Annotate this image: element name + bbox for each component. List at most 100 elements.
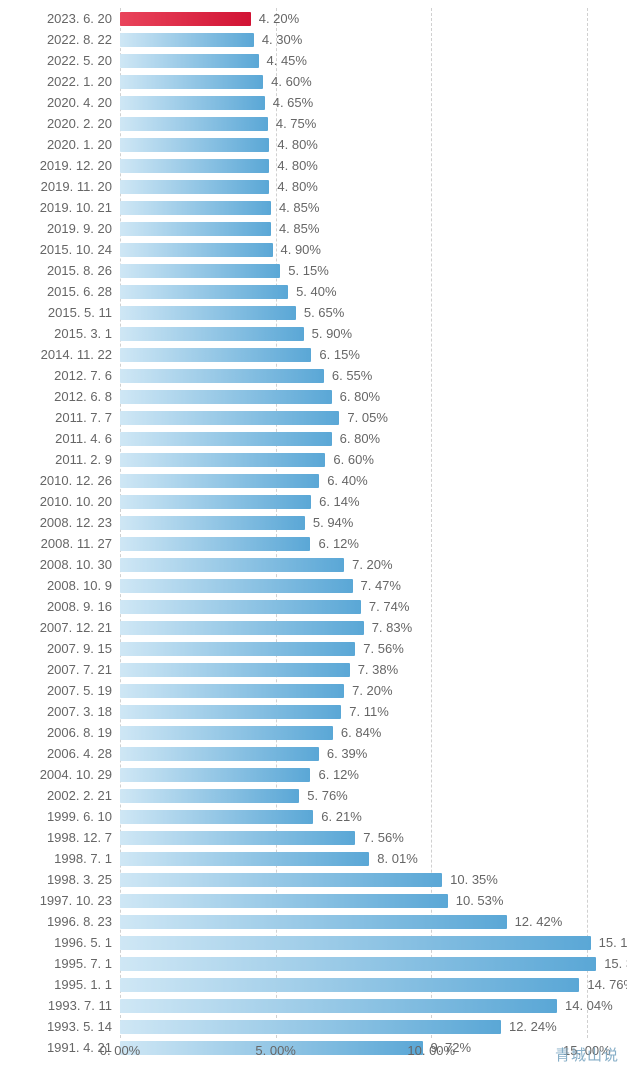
bar-row: 2022. 1. 204. 60% — [120, 71, 618, 92]
value-label: 4. 90% — [281, 239, 321, 260]
bar — [120, 432, 332, 446]
bar-row: 1993. 7. 1114. 04% — [120, 995, 618, 1016]
bar — [120, 999, 557, 1013]
y-axis-label: 2019. 11. 20 — [0, 176, 112, 197]
bar — [120, 54, 259, 68]
bar — [120, 180, 269, 194]
y-axis-label: 1995. 1. 1 — [0, 974, 112, 995]
bar — [120, 978, 579, 992]
bar — [120, 495, 311, 509]
bar-row: 2014. 11. 226. 15% — [120, 344, 618, 365]
bar — [120, 852, 369, 866]
bar-row: 2020. 1. 204. 80% — [120, 134, 618, 155]
value-label: 6. 21% — [321, 806, 361, 827]
bar — [120, 516, 305, 530]
bar — [120, 684, 344, 698]
x-axis: 0. 00%5. 00%10. 00%15. 00% — [120, 1043, 618, 1065]
bar-row: 2015. 5. 115. 65% — [120, 302, 618, 323]
bar — [120, 474, 319, 488]
bar-row: 2015. 10. 244. 90% — [120, 239, 618, 260]
bar — [120, 138, 269, 152]
value-label: 6. 14% — [319, 491, 359, 512]
bar — [120, 201, 271, 215]
bar-row: 2008. 10. 97. 47% — [120, 575, 618, 596]
value-label: 7. 20% — [352, 680, 392, 701]
bar — [120, 642, 355, 656]
y-axis-label: 2006. 8. 19 — [0, 722, 112, 743]
value-label: 4. 85% — [279, 197, 319, 218]
bar-row: 2007. 9. 157. 56% — [120, 638, 618, 659]
bar-row: 1998. 12. 77. 56% — [120, 827, 618, 848]
bar-row: 2008. 9. 167. 74% — [120, 596, 618, 617]
bar-row: 1998. 7. 18. 01% — [120, 848, 618, 869]
bar-row: 2004. 10. 296. 12% — [120, 764, 618, 785]
bar — [120, 327, 304, 341]
bar — [120, 159, 269, 173]
y-axis-label: 1993. 5. 14 — [0, 1016, 112, 1037]
y-axis-label: 2020. 4. 20 — [0, 92, 112, 113]
y-axis-label: 2015. 5. 11 — [0, 302, 112, 323]
bar — [120, 600, 361, 614]
value-label: 7. 38% — [358, 659, 398, 680]
y-axis-label: 2008. 9. 16 — [0, 596, 112, 617]
bar — [120, 75, 263, 89]
y-axis-label: 2015. 10. 24 — [0, 239, 112, 260]
x-axis-tick: 10. 00% — [407, 1043, 455, 1058]
y-axis-label: 2006. 4. 28 — [0, 743, 112, 764]
watermark: 青城山说 — [555, 1044, 619, 1065]
bar-row: 2019. 9. 204. 85% — [120, 218, 618, 239]
bar — [120, 810, 313, 824]
bar — [120, 264, 280, 278]
value-label: 6. 55% — [332, 365, 372, 386]
value-label: 4. 75% — [276, 113, 316, 134]
bar — [120, 96, 265, 110]
bar-row: 2008. 12. 235. 94% — [120, 512, 618, 533]
value-label: 12. 24% — [509, 1016, 557, 1037]
y-axis-label: 2020. 1. 20 — [0, 134, 112, 155]
bar-row: 2007. 3. 187. 11% — [120, 701, 618, 722]
value-label: 15. 12% — [599, 932, 627, 953]
bar-row: 2015. 3. 15. 90% — [120, 323, 618, 344]
bar — [120, 894, 448, 908]
value-label: 4. 60% — [271, 71, 311, 92]
bar-row: 2006. 8. 196. 84% — [120, 722, 618, 743]
value-label: 4. 30% — [262, 29, 302, 50]
y-axis-label: 2011. 4. 6 — [0, 428, 112, 449]
chart-container: 2023. 6. 204. 20%2022. 8. 224. 30%2022. … — [0, 0, 627, 1085]
y-axis-label: 2011. 2. 9 — [0, 449, 112, 470]
y-axis-label: 2022. 5. 20 — [0, 50, 112, 71]
y-axis-label: 1996. 5. 1 — [0, 932, 112, 953]
value-label: 7. 20% — [352, 554, 392, 575]
y-axis-label: 1998. 3. 25 — [0, 869, 112, 890]
bar-row: 2007. 12. 217. 83% — [120, 617, 618, 638]
y-axis-label: 1995. 7. 1 — [0, 953, 112, 974]
value-label: 6. 40% — [327, 470, 367, 491]
value-label: 4. 45% — [267, 50, 307, 71]
x-axis-tick: 0. 00% — [100, 1043, 140, 1058]
bar — [120, 285, 288, 299]
y-axis-label: 1998. 12. 7 — [0, 827, 112, 848]
value-label: 10. 35% — [450, 869, 498, 890]
value-label: 5. 90% — [312, 323, 352, 344]
value-label: 6. 12% — [318, 533, 358, 554]
y-axis-label: 2014. 11. 22 — [0, 344, 112, 365]
bar — [120, 1020, 501, 1034]
value-label: 15. 30% — [604, 953, 627, 974]
bar-highlight — [120, 12, 251, 26]
bar — [120, 369, 324, 383]
bar — [120, 621, 364, 635]
value-label: 6. 80% — [340, 428, 380, 449]
bar-row: 2008. 10. 307. 20% — [120, 554, 618, 575]
y-axis-label: 2008. 10. 9 — [0, 575, 112, 596]
value-label: 5. 76% — [307, 785, 347, 806]
bar-row: 1996. 8. 2312. 42% — [120, 911, 618, 932]
value-label: 7. 74% — [369, 596, 409, 617]
y-axis-label: 2012. 7. 6 — [0, 365, 112, 386]
value-label: 14. 76% — [587, 974, 627, 995]
value-label: 4. 80% — [277, 134, 317, 155]
value-label: 6. 12% — [318, 764, 358, 785]
y-axis-label: 2015. 3. 1 — [0, 323, 112, 344]
bar — [120, 348, 311, 362]
bar-row: 2019. 12. 204. 80% — [120, 155, 618, 176]
bar — [120, 390, 332, 404]
